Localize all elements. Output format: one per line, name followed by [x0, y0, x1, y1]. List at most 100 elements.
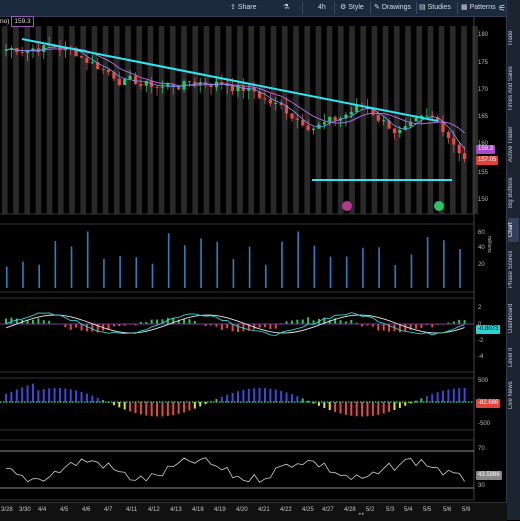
session-stripe: [192, 26, 198, 214]
candle-body: [74, 47, 78, 57]
style-button[interactable]: ⚙ Style: [340, 2, 364, 14]
macd-histogram-bar: [371, 324, 374, 327]
macd-histogram-bar: [220, 324, 223, 330]
moving-average-fast-line: [5, 46, 465, 150]
osc-histogram-bar: [323, 402, 326, 409]
osc-histogram-bar: [172, 402, 175, 416]
toolbar-divider: [416, 2, 417, 14]
session-stripe: [394, 26, 400, 214]
chart-settings-icon[interactable]: ⚟: [498, 3, 507, 13]
osc-histogram-bar: [263, 388, 266, 403]
volume-bar: [329, 256, 332, 288]
resistance-trendline: [21, 38, 439, 122]
date-axis[interactable]: 3/28 3/30 4/4 4/5 4/6 4/7 4/11 4/12 4/13…: [0, 502, 507, 521]
osc-histogram-bar: [269, 388, 272, 403]
macd-histogram-bar: [274, 324, 277, 329]
macd-histogram-bar: [404, 324, 407, 332]
macd-histogram-bar: [139, 321, 142, 325]
macd-histogram-bar: [463, 320, 466, 325]
osc-histogram-bar: [193, 402, 196, 409]
price-tick: 180: [478, 32, 489, 38]
macd-histogram-bar: [172, 317, 175, 325]
osc-histogram-bar: [31, 383, 34, 403]
candle-body: [403, 126, 407, 130]
right-sidebar: Trade Times And Sales Active Trader Big …: [506, 0, 520, 520]
candle-body: [457, 144, 461, 154]
volume-bar: [345, 256, 348, 288]
tab-times-and-sales[interactable]: Times And Sales: [508, 66, 514, 112]
share-button[interactable]: ⇪ Share: [230, 2, 257, 14]
beaker-icon[interactable]: ⚗: [283, 4, 290, 11]
patterns-button[interactable]: ▦ Patterns: [461, 2, 496, 14]
macd-histogram-bar: [26, 320, 29, 325]
tab-phase-scores[interactable]: Phase Scores: [508, 250, 514, 288]
osc-histogram-bar: [183, 402, 186, 413]
osc-histogram-bar: [361, 402, 364, 417]
osc-histogram-bar: [220, 396, 223, 403]
candle-body: [441, 121, 445, 133]
osc-histogram-bar: [129, 402, 132, 412]
session-stripe: [248, 26, 254, 214]
macd-histogram-bar: [350, 319, 353, 325]
session-stripe: [382, 26, 389, 214]
osc-histogram-bar: [123, 402, 126, 410]
studies-button[interactable]: ▤ Studies: [419, 2, 451, 14]
candle-body: [112, 72, 116, 79]
rsi-lower-tick: 30: [478, 483, 485, 489]
candle-body: [155, 86, 159, 88]
tab-big-buttons[interactable]: Big Buttons: [508, 177, 514, 209]
drawings-label: Drawings: [381, 4, 412, 11]
osc-histogram-bar: [409, 402, 412, 404]
tab-dashboard[interactable]: Dashboard: [508, 303, 514, 333]
candle-body: [452, 138, 456, 145]
scroll-arrows-icon[interactable]: ◂ ▸: [358, 511, 365, 517]
candle-body: [187, 81, 192, 83]
timeframe-selector[interactable]: 4h: [318, 4, 326, 11]
macd-histogram-bar: [415, 324, 418, 329]
tab-live-news[interactable]: Live News: [508, 381, 514, 409]
osc-histogram-bar: [436, 392, 439, 403]
macd-histogram-bar: [42, 320, 45, 325]
session-stripe: [170, 26, 176, 214]
candle-body: [123, 79, 127, 86]
tab-chart[interactable]: Chart: [508, 218, 519, 242]
candle-body: [371, 109, 375, 115]
candle-body: [284, 105, 289, 114]
macd-histogram-bar: [344, 321, 347, 325]
session-stripe: [203, 26, 210, 214]
candle-body: [117, 78, 121, 86]
osc-histogram-bar: [85, 393, 88, 403]
session-stripe: [360, 26, 366, 214]
macd-histogram-bar: [112, 324, 115, 327]
osc-histogram-bar: [425, 396, 428, 403]
candle-body: [306, 125, 310, 130]
volume-bar: [70, 246, 73, 288]
volume-bar: [394, 265, 397, 288]
candle-body: [101, 69, 105, 71]
session-stripe: [158, 26, 165, 214]
macd-histogram-bar: [15, 318, 18, 325]
osc-histogram-bar: [388, 402, 391, 412]
volume-bar: [264, 264, 267, 288]
macd-histogram-bar: [91, 324, 94, 332]
drawings-button[interactable]: ✎ Drawings: [374, 2, 411, 14]
volume-bar: [167, 233, 170, 288]
osc-histogram-bar: [150, 402, 153, 417]
session-stripe: [371, 26, 378, 214]
candle-body: [150, 80, 154, 87]
date-label: 4/22: [280, 507, 292, 513]
candle-body: [166, 84, 170, 87]
candle-body: [177, 86, 181, 90]
tab-active-trader[interactable]: Active Trader: [508, 126, 514, 162]
candle-body: [252, 87, 256, 92]
macd-line: [5, 312, 465, 336]
tab-trade[interactable]: Trade: [508, 30, 514, 46]
session-stripe: [69, 26, 75, 214]
candle-body: [463, 153, 467, 160]
candle-body: [58, 46, 62, 51]
toolbar-divider: [334, 2, 335, 14]
osc-histogram-bar: [285, 392, 288, 403]
volume-bar: [313, 245, 316, 288]
tab-level-ii[interactable]: Level II: [508, 347, 514, 367]
chart-canvas[interactable]: [0, 0, 507, 520]
